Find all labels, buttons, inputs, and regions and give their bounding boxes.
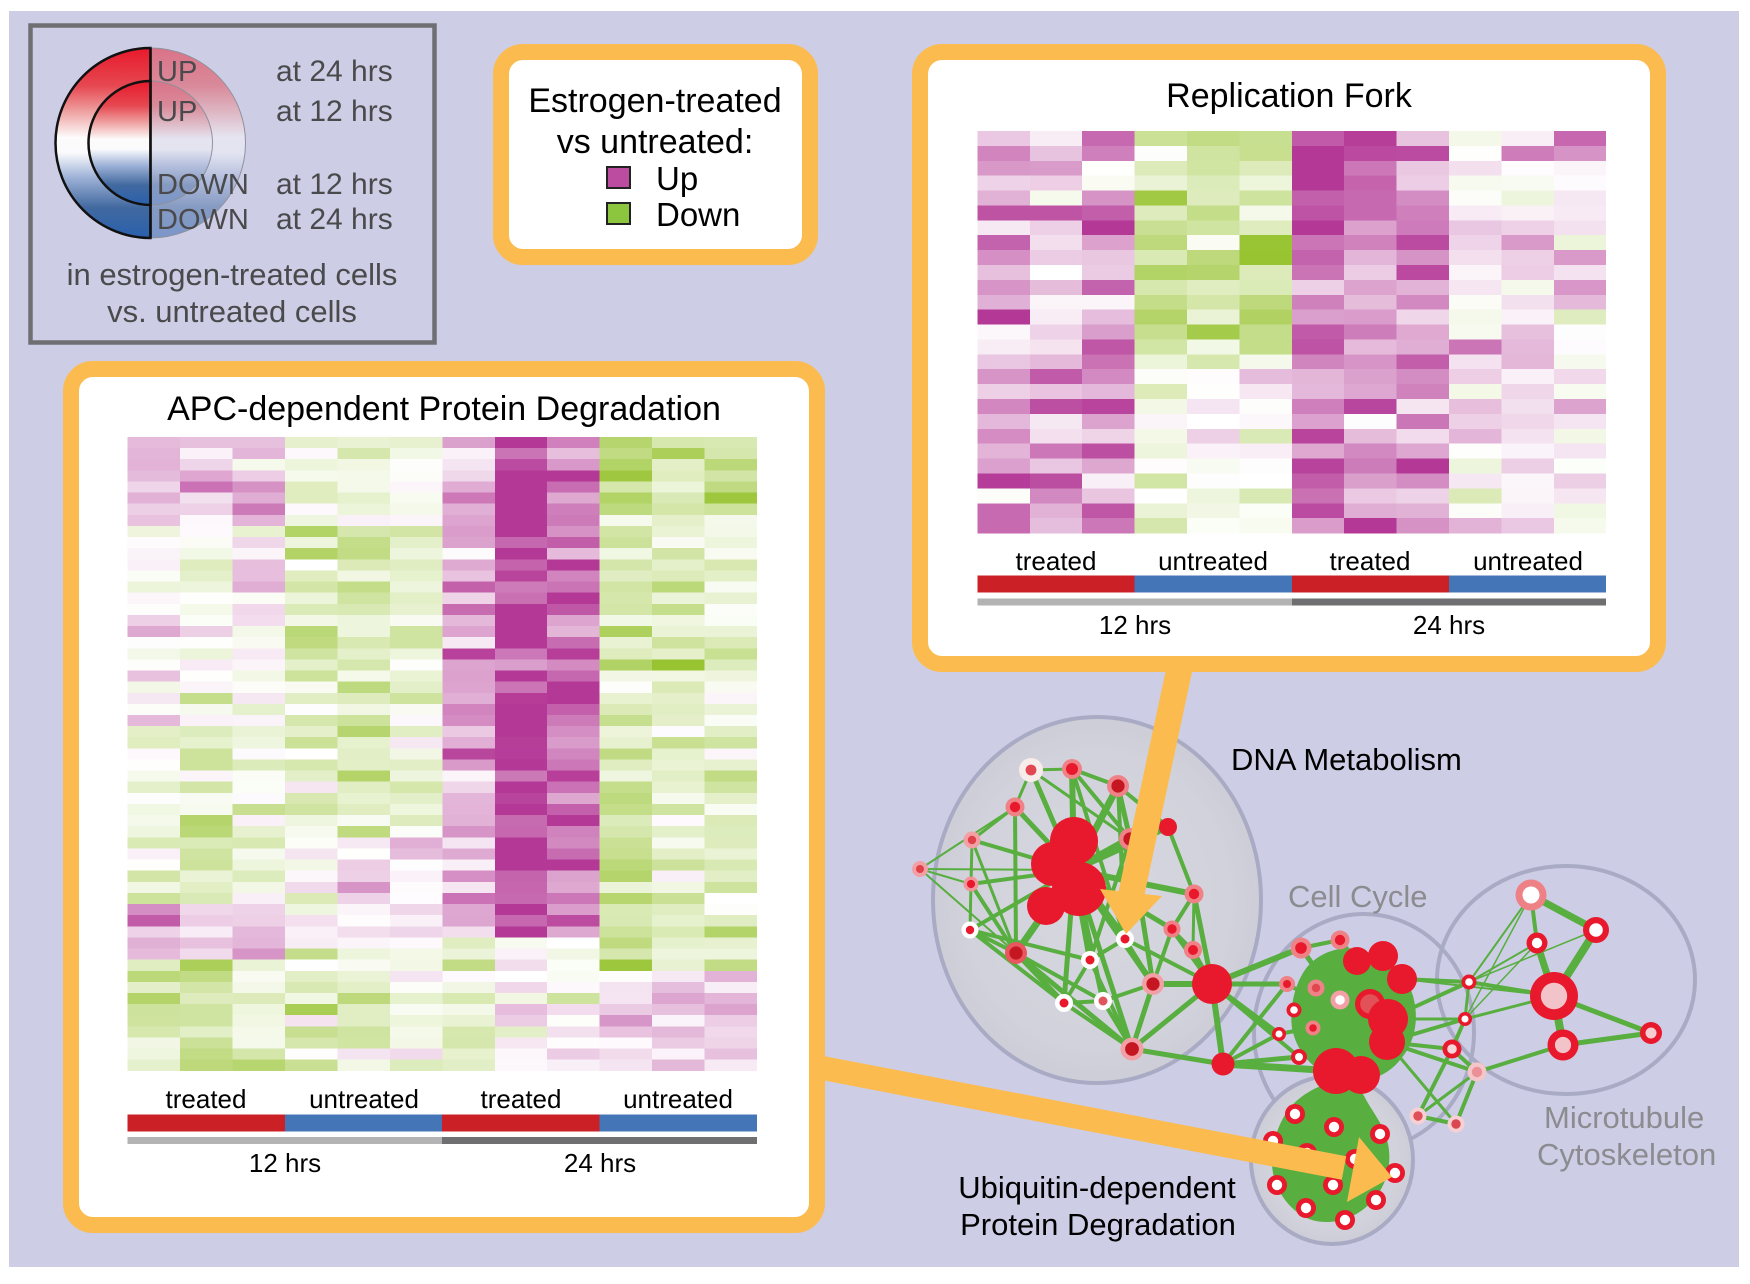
svg-text:untreated: untreated xyxy=(1158,546,1268,576)
svg-text:DNA Metabolism: DNA Metabolism xyxy=(1231,742,1462,777)
svg-text:APC-dependent Protein Degradat: APC-dependent Protein Degradation xyxy=(167,390,721,428)
svg-text:vs. untreated cells: vs. untreated cells xyxy=(107,294,357,329)
svg-text:treated: treated xyxy=(1330,546,1411,576)
svg-text:Microtubule: Microtubule xyxy=(1544,1100,1704,1135)
svg-text:treated: treated xyxy=(166,1084,247,1114)
svg-text:Estrogen-treated: Estrogen-treated xyxy=(528,82,781,120)
svg-text:untreated: untreated xyxy=(623,1084,733,1114)
svg-text:Cell Cycle: Cell Cycle xyxy=(1288,879,1428,914)
svg-text:Ubiquitin-dependent: Ubiquitin-dependent xyxy=(958,1170,1236,1205)
svg-text:treated: treated xyxy=(1016,546,1097,576)
svg-text:at 24 hrs: at 24 hrs xyxy=(276,55,393,88)
svg-text:Replication Fork: Replication Fork xyxy=(1166,77,1413,115)
svg-text:DOWN: DOWN xyxy=(157,204,249,236)
svg-text:in estrogen-treated cells: in estrogen-treated cells xyxy=(67,257,398,292)
svg-text:Cytoskeleton: Cytoskeleton xyxy=(1537,1137,1716,1172)
svg-text:at 12 hrs: at 12 hrs xyxy=(276,95,393,128)
svg-text:24 hrs: 24 hrs xyxy=(1413,610,1485,640)
svg-text:UP: UP xyxy=(157,56,197,88)
svg-text:DOWN: DOWN xyxy=(157,169,249,201)
svg-text:Protein Degradation: Protein Degradation xyxy=(960,1207,1236,1242)
svg-text:12 hrs: 12 hrs xyxy=(1099,610,1171,640)
svg-text:untreated: untreated xyxy=(1473,546,1583,576)
svg-text:untreated: untreated xyxy=(309,1084,419,1114)
svg-text:Down: Down xyxy=(656,196,740,233)
svg-text:Up: Up xyxy=(656,160,698,197)
svg-text:UP: UP xyxy=(157,96,197,128)
svg-text:at 12 hrs: at 12 hrs xyxy=(276,168,393,201)
svg-text:12 hrs: 12 hrs xyxy=(249,1148,321,1178)
svg-text:at 24 hrs: at 24 hrs xyxy=(276,203,393,236)
svg-text:24 hrs: 24 hrs xyxy=(564,1148,636,1178)
svg-text:treated: treated xyxy=(481,1084,562,1114)
svg-text:vs untreated:: vs untreated: xyxy=(557,123,754,161)
